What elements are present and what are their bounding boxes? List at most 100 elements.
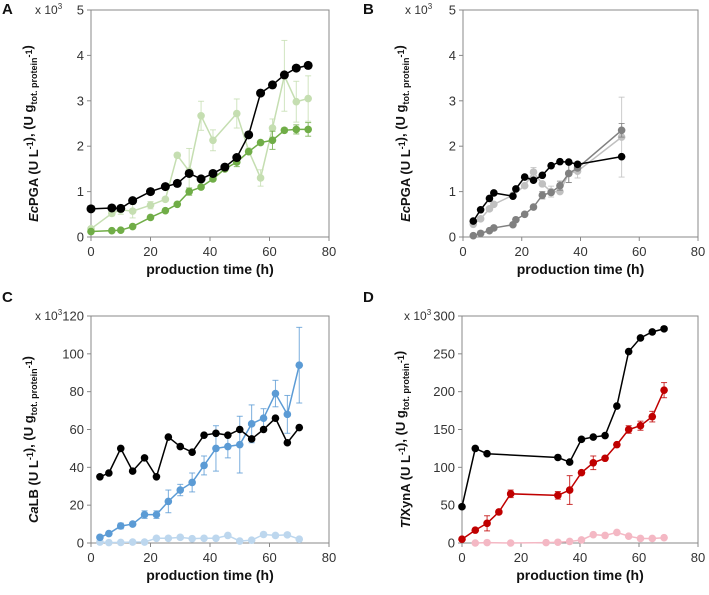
y-tick-label: 0 [448,536,455,551]
data-point [476,215,485,223]
data-point [283,531,292,539]
series-line [473,129,623,237]
x-tick-label: 40 [573,550,587,565]
x-tick-label: 60 [632,550,646,565]
data-point [212,534,220,543]
y-axis-label-part: tot. protein [401,58,411,105]
data-point [235,537,244,545]
data-point [538,191,547,200]
series-dark-gray [469,123,626,240]
data-point [554,491,562,500]
series-light-green [87,39,312,233]
y-tick-label: 150 [433,422,455,437]
axis-multiplier: x 103 [405,2,433,17]
y-tick-label: 3 [77,93,84,108]
data-point [648,534,657,543]
y-tick-label: 1 [77,184,84,199]
data-point [86,204,96,214]
y-axis-label: EcPGA (U L-1), (U gtot. protein-1) [20,45,41,222]
panel-D: Dx 103 0 50 100 150 200 250 300 0 20 40 60 80 product… [363,289,705,583]
data-point [613,440,621,449]
data-point [538,180,547,188]
y-tick-label: 300 [433,309,455,324]
data-point [483,519,491,528]
data-point [636,334,645,342]
y-axis-label-part: Ec [26,205,41,222]
data-point [259,414,268,422]
data-point [152,510,161,519]
data-point [458,502,466,511]
x-tick-label: 80 [322,550,336,565]
data-point [271,414,280,422]
data-point [208,168,218,178]
data-point [268,136,277,145]
y-tick-label: 200 [433,384,455,399]
x-tick-label: 60 [632,244,646,259]
data-point [146,187,155,197]
data-point [232,109,241,118]
plot-frame [90,9,330,238]
data-point [556,181,564,190]
y-axis-label-part: ) [20,45,35,49]
y-tick-label: 50 [441,498,455,513]
y-axis-label-part: ) [20,356,35,360]
data-point [291,63,301,73]
y-tick-label: 2 [77,139,84,154]
data-point [648,328,657,336]
data-point [128,467,137,475]
x-tick-label: 20 [514,550,528,565]
data-point [617,152,626,161]
data-point [554,538,562,547]
y-axis-label-part: ) [392,45,407,49]
data-point [116,203,126,213]
y-axis-label-part: ), (U g [393,410,408,447]
y-axis-label-part: XynA (U L [398,455,413,517]
data-point [209,136,217,145]
data-point [577,468,586,477]
data-point [624,425,633,434]
data-point [188,448,196,457]
data-point [140,454,149,462]
data-point [116,444,125,453]
data-point [565,486,574,494]
data-point [128,538,137,546]
data-point [220,162,230,172]
data-point [556,187,564,196]
data-point [140,538,149,546]
x-tick-label: 60 [262,550,276,565]
y-tick-label: 40 [70,460,84,475]
data-point [105,538,113,547]
y-axis-label-part: tot. protein [401,363,411,410]
data-point [152,534,161,543]
y-tick-label: 20 [70,498,84,513]
data-point [224,442,232,451]
y-axis-label-part: ) [392,351,407,355]
data-point [128,196,138,206]
y-axis-label-part: PGA (U L [398,149,413,206]
y-axis-label-part: Tl [398,516,413,528]
x-tick-label: 40 [203,550,217,565]
data-point [197,183,205,191]
data-point [146,213,155,222]
data-point [564,158,573,166]
data-point [589,530,598,539]
data-point [184,168,194,178]
series-black [469,152,626,225]
data-point [128,207,137,215]
data-point [520,210,529,219]
data-point [636,534,645,543]
data-point [529,203,538,211]
data-point [565,537,574,546]
data-point [490,200,498,209]
axis-multiplier: x 103 [35,308,63,323]
data-point [506,539,515,547]
data-point [295,423,304,432]
y-tick-label: 0 [77,536,84,551]
data-point [613,402,621,410]
data-point [247,435,256,443]
x-tick-label: 80 [691,550,705,565]
data-point [564,169,573,178]
data-point [247,420,256,428]
data-point [259,425,268,434]
